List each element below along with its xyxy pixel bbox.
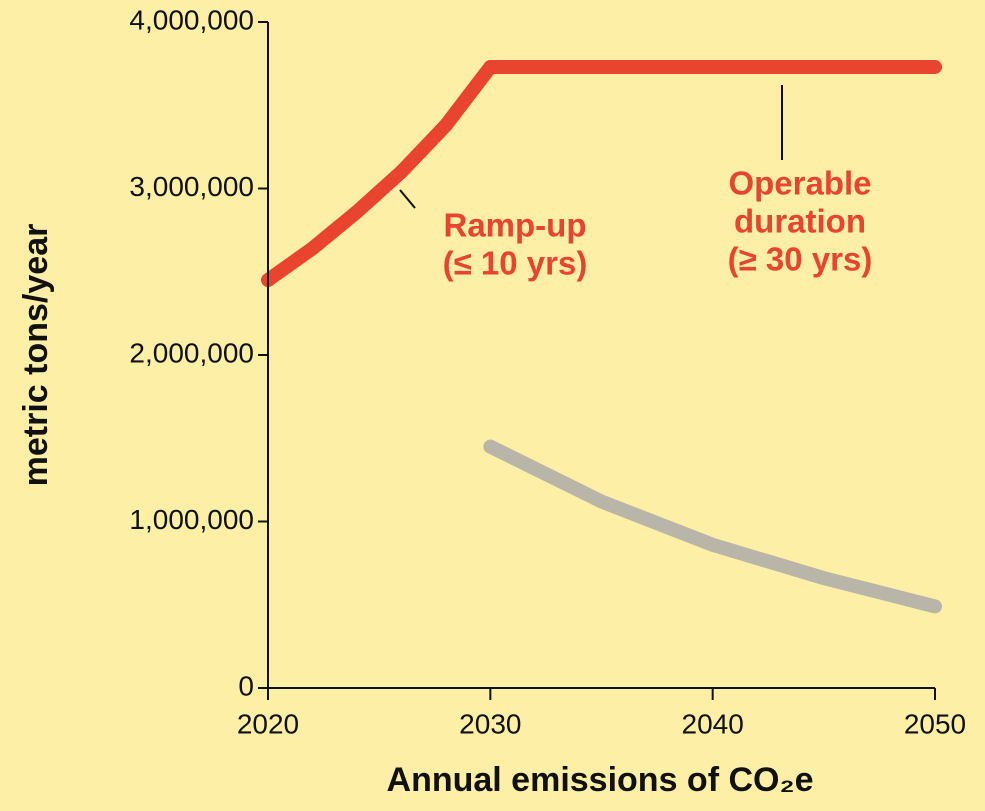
annotation: duration: [734, 203, 866, 240]
y-tick-label: 2,000,000: [129, 337, 254, 368]
y-axis-title: metric tons/year: [17, 224, 55, 487]
series-line: [483, 439, 942, 614]
x-tick-label: 2040: [682, 708, 744, 739]
y-tick-label: 3,000,000: [129, 171, 254, 202]
x-tick-label: 2020: [237, 708, 299, 739]
y-tick-label: 4,000,000: [129, 4, 254, 35]
y-tick-label: 0: [238, 670, 254, 701]
leader-line: [399, 189, 416, 209]
y-tick-label: 1,000,000: [129, 504, 254, 535]
series-line: [261, 59, 942, 288]
x-tick-label: 2050: [904, 708, 966, 739]
annotation: (≤ 10 yrs): [443, 245, 588, 282]
annotation: Operable: [728, 165, 871, 202]
annotation: Ramp-up: [444, 207, 587, 244]
x-tick-label: 2030: [459, 708, 521, 739]
x-axis-title: Annual emissions of CO₂e: [387, 761, 814, 799]
annotation: (≥ 30 yrs): [728, 241, 873, 278]
